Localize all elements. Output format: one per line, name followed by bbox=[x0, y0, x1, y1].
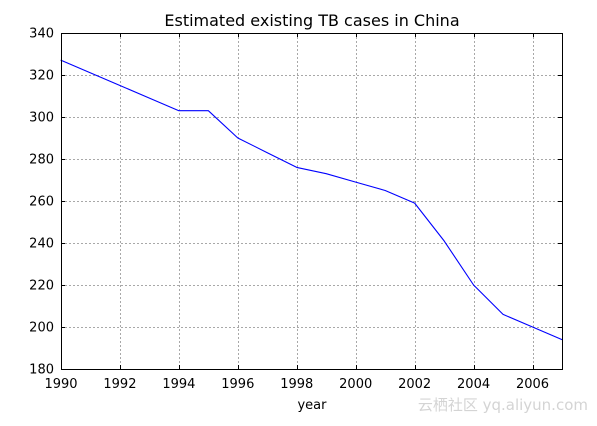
tick-marks bbox=[61, 33, 562, 370]
x-tick-labels: 1990 1992 1994 1996 1998 2000 2002 2004 2006 bbox=[44, 377, 549, 392]
y-tick-label: 340 bbox=[29, 27, 54, 42]
x-tick-label: 2006 bbox=[516, 377, 549, 392]
x-tick-label: 2000 bbox=[339, 377, 372, 392]
x-tick-label: 1990 bbox=[44, 377, 77, 392]
y-tick-label: 180 bbox=[29, 363, 54, 378]
x-tick-label: 2004 bbox=[457, 377, 490, 392]
y-tick-label: 200 bbox=[29, 321, 54, 336]
series-line bbox=[60, 59, 563, 341]
x-tick-label: 1996 bbox=[221, 377, 254, 392]
y-tick-label: 220 bbox=[29, 279, 54, 294]
x-axis-label: year bbox=[297, 398, 327, 413]
chart-title: Estimated existing TB cases in China bbox=[164, 11, 459, 30]
x-tick-label: 1998 bbox=[280, 377, 313, 392]
y-tick-label: 260 bbox=[29, 195, 54, 210]
x-tick-label: 2002 bbox=[398, 377, 431, 392]
watermark: 云栖社区 yq.aliyun.com bbox=[418, 396, 588, 414]
y-tick-label: 320 bbox=[29, 69, 54, 84]
y-tick-label: 300 bbox=[29, 111, 54, 126]
x-tick-label: 1992 bbox=[103, 377, 136, 392]
x-tick-label: 1994 bbox=[162, 377, 195, 392]
y-tick-labels: 180 200 220 240 260 280 300 320 340 bbox=[29, 27, 54, 378]
series-group bbox=[60, 59, 563, 341]
y-tick-label: 280 bbox=[29, 153, 54, 168]
y-tick-label: 240 bbox=[29, 237, 54, 252]
